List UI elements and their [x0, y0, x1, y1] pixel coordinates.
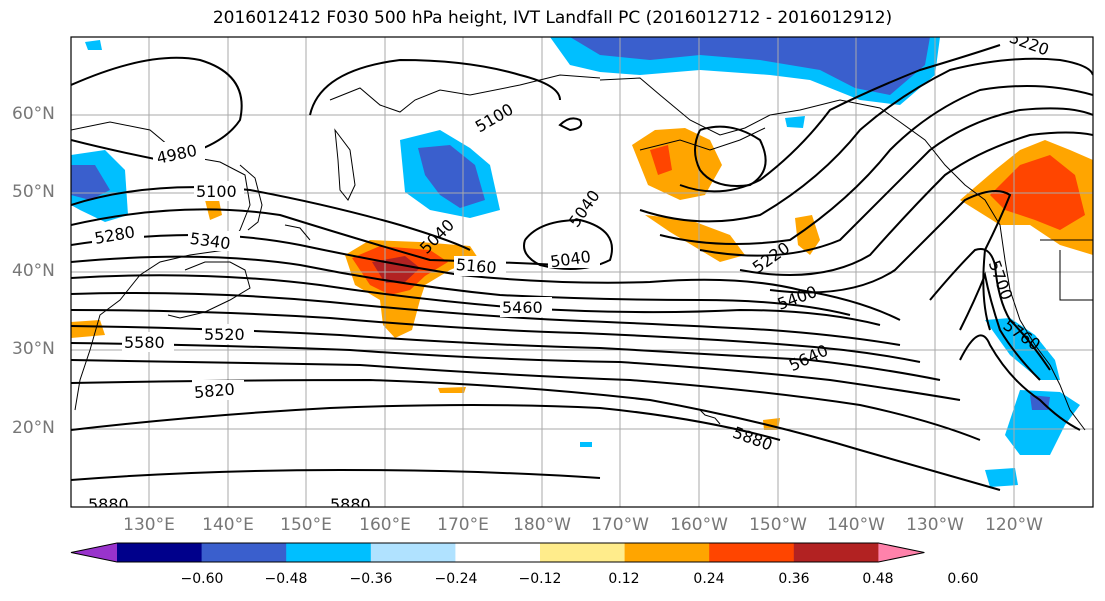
colorbar-segment — [201, 543, 287, 562]
colorbar-tick-label: 0.48 — [862, 571, 894, 587]
contour-label: 5880 — [88, 495, 129, 514]
shade-positive-low — [205, 195, 222, 220]
map-area: 4980 5100 5280 5340 5040 5100 5040 5040 … — [71, 37, 1093, 514]
graticule — [71, 37, 1093, 507]
lon-label: 170°E — [437, 515, 489, 535]
colorbar-segment — [370, 543, 456, 562]
contour-label: 5820 — [193, 380, 235, 402]
shade-negative-mid — [418, 145, 485, 208]
contour-label: 5880 — [330, 495, 371, 514]
shade-positive-mid — [650, 145, 672, 175]
colorbar-segment — [455, 543, 541, 562]
colorbar-tick-label: −0.12 — [518, 571, 562, 587]
colorbar-tick-label: −0.36 — [349, 571, 393, 587]
shade-negative-low — [985, 468, 1018, 487]
lon-label: 130°E — [123, 515, 175, 535]
map-title: 2016012412 F030 500 hPa height, IVT Land… — [212, 8, 893, 28]
shade-negative-mid — [570, 37, 930, 95]
colorbar-tick-label: 0.36 — [778, 571, 810, 587]
lat-label: 30°N — [12, 339, 55, 359]
lon-label: 160°E — [359, 515, 411, 535]
colorbar-tick-label: 0.60 — [947, 571, 979, 587]
contour-label: 5460 — [502, 298, 543, 317]
shade-positive-low — [71, 320, 105, 338]
colorbar-segment — [540, 543, 626, 562]
lon-label: 170°W — [591, 515, 649, 535]
lon-label: 140°E — [202, 515, 254, 535]
colorbar-segment — [117, 543, 203, 562]
lon-label: 130°W — [906, 515, 964, 535]
colorbar-segment — [793, 543, 879, 562]
shade-negative-low — [1005, 390, 1080, 455]
shade-positive-low — [645, 215, 745, 262]
contour-label: 5160 — [455, 255, 497, 277]
contour-label: 5100 — [472, 100, 517, 137]
colorbar-segment — [286, 543, 372, 562]
lon-label: 150°W — [749, 515, 807, 535]
colorbar-tick-label: −0.24 — [434, 571, 478, 587]
shade-negative-low — [785, 116, 805, 128]
lon-label: 150°E — [280, 515, 332, 535]
colorbar-segment — [709, 543, 795, 562]
lat-label: 60°N — [12, 104, 55, 124]
contour-label: 5520 — [204, 325, 245, 344]
lat-label: 50°N — [12, 182, 55, 202]
shade-positive-low — [795, 215, 820, 255]
shade-positive-low — [632, 128, 722, 200]
map-frame — [70, 36, 1094, 508]
contour-label: 5580 — [124, 333, 165, 352]
lon-label: 120°W — [985, 515, 1043, 535]
contour-labels: 4980 5100 5280 5340 5040 5100 5040 5040 … — [88, 37, 1052, 514]
shade-positive-low — [438, 387, 466, 393]
shade-negative-mid — [71, 165, 110, 200]
colorbar-tick-label: 0.24 — [693, 571, 725, 587]
colorbar-tick-label: −0.60 — [180, 571, 224, 587]
colorbar-segment — [624, 543, 710, 562]
lat-label: 20°N — [12, 418, 55, 438]
shade-negative-low — [580, 442, 592, 447]
colorbar-outline — [70, 542, 925, 563]
contour-label: 5100 — [196, 182, 237, 201]
shade-negative-low — [985, 318, 1060, 380]
colorbar — [70, 542, 925, 563]
colorbar-extend-high — [878, 543, 925, 562]
lon-label: 180°W — [513, 515, 571, 535]
colorbar-tick-label: −0.48 — [264, 571, 308, 587]
shade-negative-low — [85, 40, 102, 50]
lon-label: 160°W — [670, 515, 728, 535]
colorbar-tick-label: 0.12 — [608, 571, 640, 587]
lon-label: 140°W — [827, 515, 885, 535]
colorbar-extend-low — [71, 543, 117, 562]
shade-negative-mid — [1030, 395, 1050, 410]
lat-label: 40°N — [12, 261, 55, 281]
